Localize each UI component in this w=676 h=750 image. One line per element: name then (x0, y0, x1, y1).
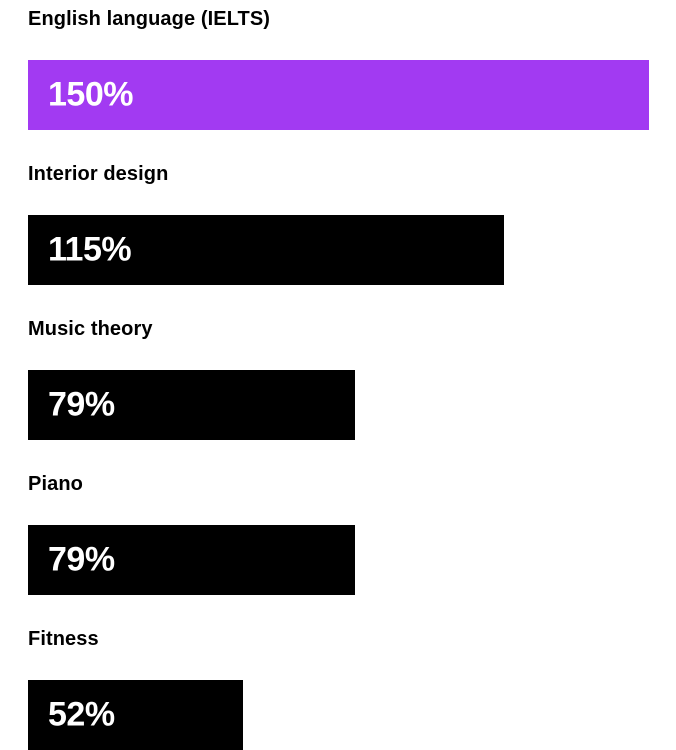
bar: 79% (28, 525, 355, 595)
value-label: 115% (48, 230, 132, 269)
bar: 52% (28, 680, 243, 750)
value-label: 150% (48, 75, 133, 114)
value-label: 79% (48, 540, 115, 579)
category-label: Interior design (28, 163, 169, 185)
bar: 150% (28, 60, 649, 130)
bar: 115% (28, 215, 504, 285)
value-label: 79% (48, 385, 115, 424)
value-label: 52% (48, 695, 115, 734)
category-label: Music theory (28, 318, 153, 340)
bar: 79% (28, 370, 355, 440)
category-label: Piano (28, 473, 83, 495)
category-label: English language (IELTS) (28, 8, 271, 30)
category-label: Fitness (28, 628, 99, 650)
